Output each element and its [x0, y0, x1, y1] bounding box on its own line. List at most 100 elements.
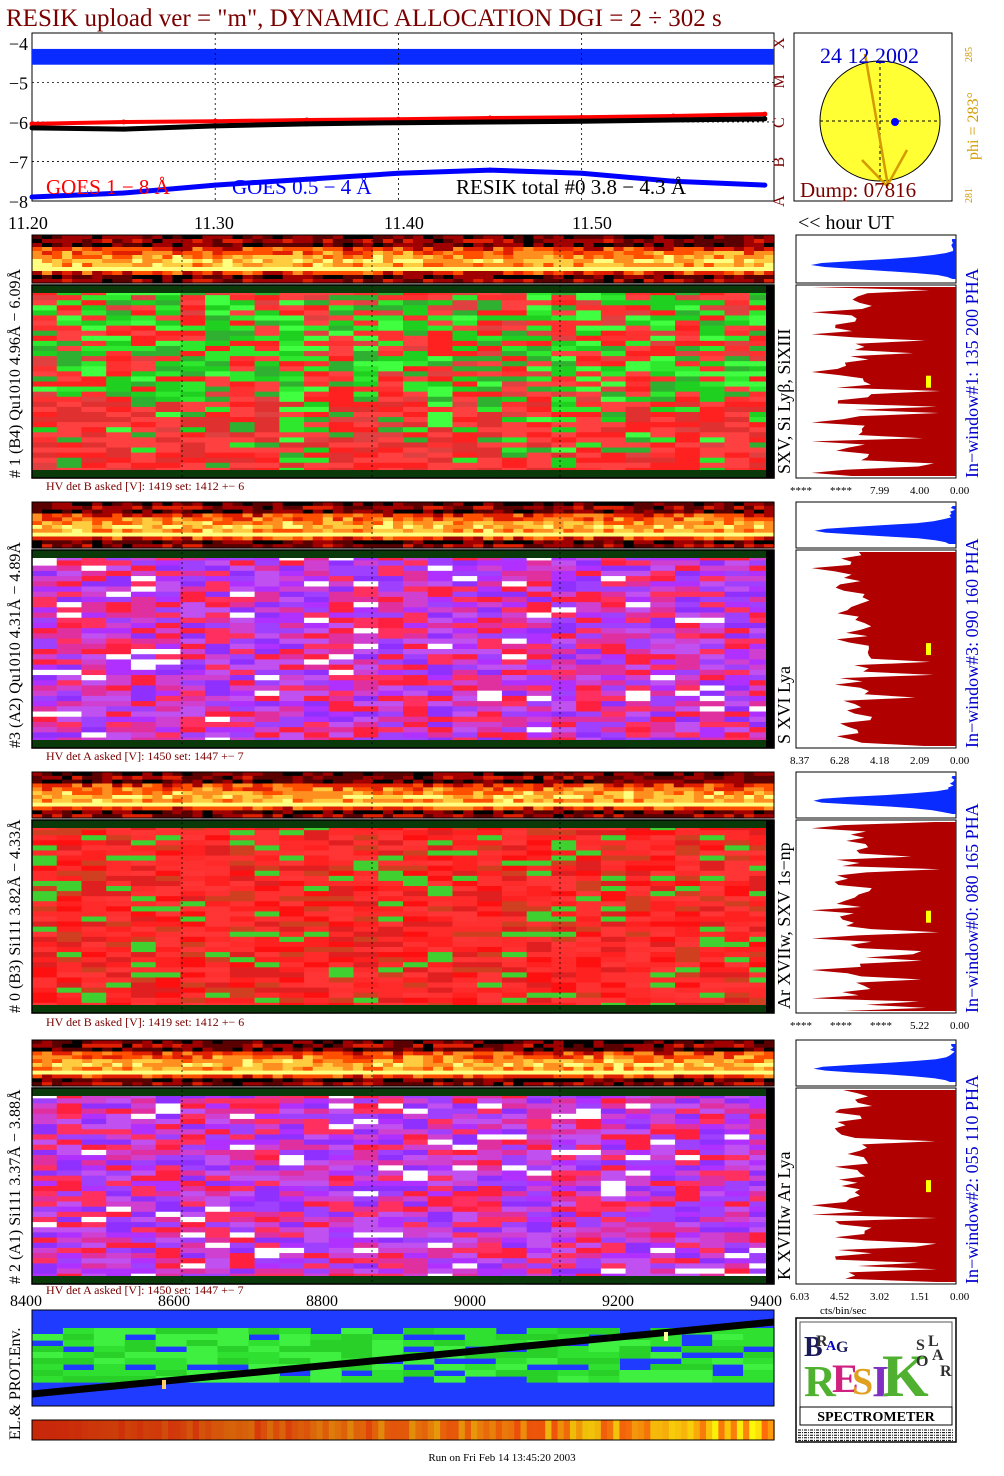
logo-letter: L [928, 1333, 939, 1350]
goes-series-point-1 [487, 167, 493, 173]
goes-series-point-2 [212, 123, 218, 129]
spectrum-tick-label: 2.09 [910, 755, 930, 767]
spectrum-tick-label: 6.03 [790, 1291, 810, 1303]
logo-letter: A [826, 1339, 837, 1354]
goes-ytick-label: −5 [9, 73, 28, 93]
detector-panel-0: SXV, Si Lyβ, SiXIII # 1 (B4) Qu1010 4.96Å… [6, 234, 982, 497]
goes-ytick-label: −6 [9, 113, 28, 133]
detector-line-label: Ar XVIIw, SXV 1s−np [774, 842, 794, 1009]
detector-hot-strip-frame [31, 771, 775, 819]
logo-letter: K [882, 1343, 929, 1409]
env-xtick-label: 9000 [454, 1293, 486, 1310]
spectrum-window-marker [926, 643, 931, 656]
pointing-line [863, 53, 890, 187]
detector-panel-1: S XVI Lya #3 (A2) Qu1010 4.31Å − 4.89Å HV … [6, 501, 982, 767]
detector-line-label: S XVI Lya [774, 666, 794, 744]
legend-goes-1-8: GOES 1 − 8 Å [46, 175, 171, 199]
env-side-label: EL.& PROT.Env. [7, 1328, 24, 1440]
plot-title: RESIK upload ver = "m", DYNAMIC ALLOCATI… [6, 5, 722, 32]
goes-class-letter: C [771, 117, 788, 128]
goes-series-point-1 [395, 170, 401, 176]
goes-series-point-1 [29, 194, 35, 200]
logo-letter: R [804, 1357, 837, 1406]
goes-series-point-0 [762, 111, 768, 117]
goes-series-point-1 [670, 178, 676, 184]
spectrum-tick-label: 5.22 [910, 1020, 929, 1032]
time-tick-label: 11.50 [572, 213, 612, 233]
goes-series-point-2 [487, 119, 493, 125]
detector-edge-top [32, 550, 774, 558]
hot-histogram-fill [813, 1044, 956, 1082]
spectrum-fill [811, 552, 956, 746]
goes-series-point-2 [579, 118, 585, 124]
env-xtick-label: 8400 [10, 1293, 42, 1310]
env-xtick-label: 9400 [750, 1293, 782, 1310]
spectrum-tick-label: **** [790, 485, 812, 497]
logo-letter: B [804, 1332, 823, 1363]
legend-goes-05-4: GOES 0.5 − 4 Å [232, 175, 372, 199]
detector-right-edge [766, 820, 774, 1013]
window-pha-label: In−window#3: 090 160 PHA [962, 538, 982, 748]
spectrum-tick-label: 4.52 [830, 1291, 849, 1303]
detector-edge-bottom [32, 1005, 774, 1013]
goes-saturation-band [32, 48, 774, 65]
legend-resik-total: RESIK total #0 3.8 − 4.3 Å [456, 175, 687, 199]
goes-ytick-label: −7 [9, 152, 28, 172]
logo-letter: R [816, 1333, 828, 1350]
goes-series-point-2 [121, 126, 127, 132]
window-pha-label: In−window#2: 055 110 PHA [962, 1075, 982, 1284]
window-pha-label: In−window#1: 135 200 PHA [962, 268, 982, 478]
spectrum-fill [811, 287, 956, 476]
detector-edge-bottom [32, 470, 774, 478]
env-xtick-label: 8600 [158, 1293, 190, 1310]
detector-edge-top [32, 285, 774, 293]
detector-right-edge [766, 1088, 774, 1284]
logo-letter: A [932, 1347, 944, 1364]
spectrum-tick-label: 3.02 [870, 1291, 889, 1303]
run-timestamp-footer: Run on Fri Feb 14 13:45:20 2003 [428, 1452, 576, 1464]
hot-histogram-fill [810, 239, 956, 279]
goes-class-letter: B [771, 157, 788, 168]
detector-line-label: K XVIIIw Ar Lya [774, 1152, 794, 1280]
goes-series-point-1 [121, 190, 127, 196]
spectrum-window-marker [926, 1180, 931, 1193]
pointing-line-3 [861, 159, 888, 187]
spectrum-tick-label: 4.18 [870, 755, 890, 767]
goes-series-point-0 [487, 115, 493, 121]
detector-panel-2: Ar XVIIw, SXV 1s−np # 0 (B3) Si111 3.82Å … [6, 771, 982, 1032]
detector-edge-top [32, 1088, 774, 1096]
detector-hv-text: HV det A asked [V]: 1450 set: 1447 +− 7 [46, 749, 244, 763]
logo-letter: I [872, 1357, 889, 1406]
logo-letter: S [852, 1361, 873, 1403]
goes-series-point-0 [670, 113, 676, 119]
detector-side-label: #3 (A2) Qu1010 4.31Å − 4.89Å [6, 542, 24, 748]
detector-hv-text: HV det B asked [V]: 1419 set: 1412 +− 6 [46, 1015, 244, 1029]
orbit-phi-sup: 285 [964, 47, 975, 62]
logo-letter: G [836, 1339, 849, 1356]
goes-class-letter: M [771, 74, 788, 88]
orbit-phi-label: phi = 283° [965, 92, 982, 160]
detector-side-label: # 2 (A1) Si111 3.37Å − 3.88Å [6, 1089, 24, 1284]
pointing-line-2 [885, 149, 909, 187]
spectrum-tick-label: 4.00 [910, 485, 930, 497]
window-pha-label: In−window#0: 080 165 PHA [962, 803, 982, 1013]
time-unit-label: << hour UT [798, 212, 894, 234]
env-trend-line [31, 1318, 775, 1398]
spectrum-fill [811, 1090, 956, 1282]
env-temperature-strip [31, 1419, 775, 1441]
goes-series-point-2 [29, 125, 35, 131]
env-marker-2 [664, 1332, 668, 1341]
detector-edge-top [32, 820, 774, 828]
detector-hv-text: HV det A asked [V]: 1450 set: 1447 +− 7 [46, 1283, 244, 1297]
detector-hot-strip-frame [31, 234, 775, 284]
logo-letter: R [940, 1363, 952, 1380]
orbit-phi-low: 281 [964, 188, 975, 203]
env-marker-1 [162, 1380, 166, 1389]
spectrum-tick-label: 0.00 [950, 1020, 970, 1032]
env-frame [31, 1309, 775, 1407]
hot-histogram-frame [795, 234, 957, 284]
logo-letter: E [832, 1356, 859, 1401]
goes-series-point-0 [212, 118, 218, 124]
spectrum-tick-label: **** [830, 1020, 852, 1032]
detector-panel-3: K XVIIIw Ar Lya # 2 (A1) Si111 3.37Å − 3.… [6, 1039, 982, 1303]
